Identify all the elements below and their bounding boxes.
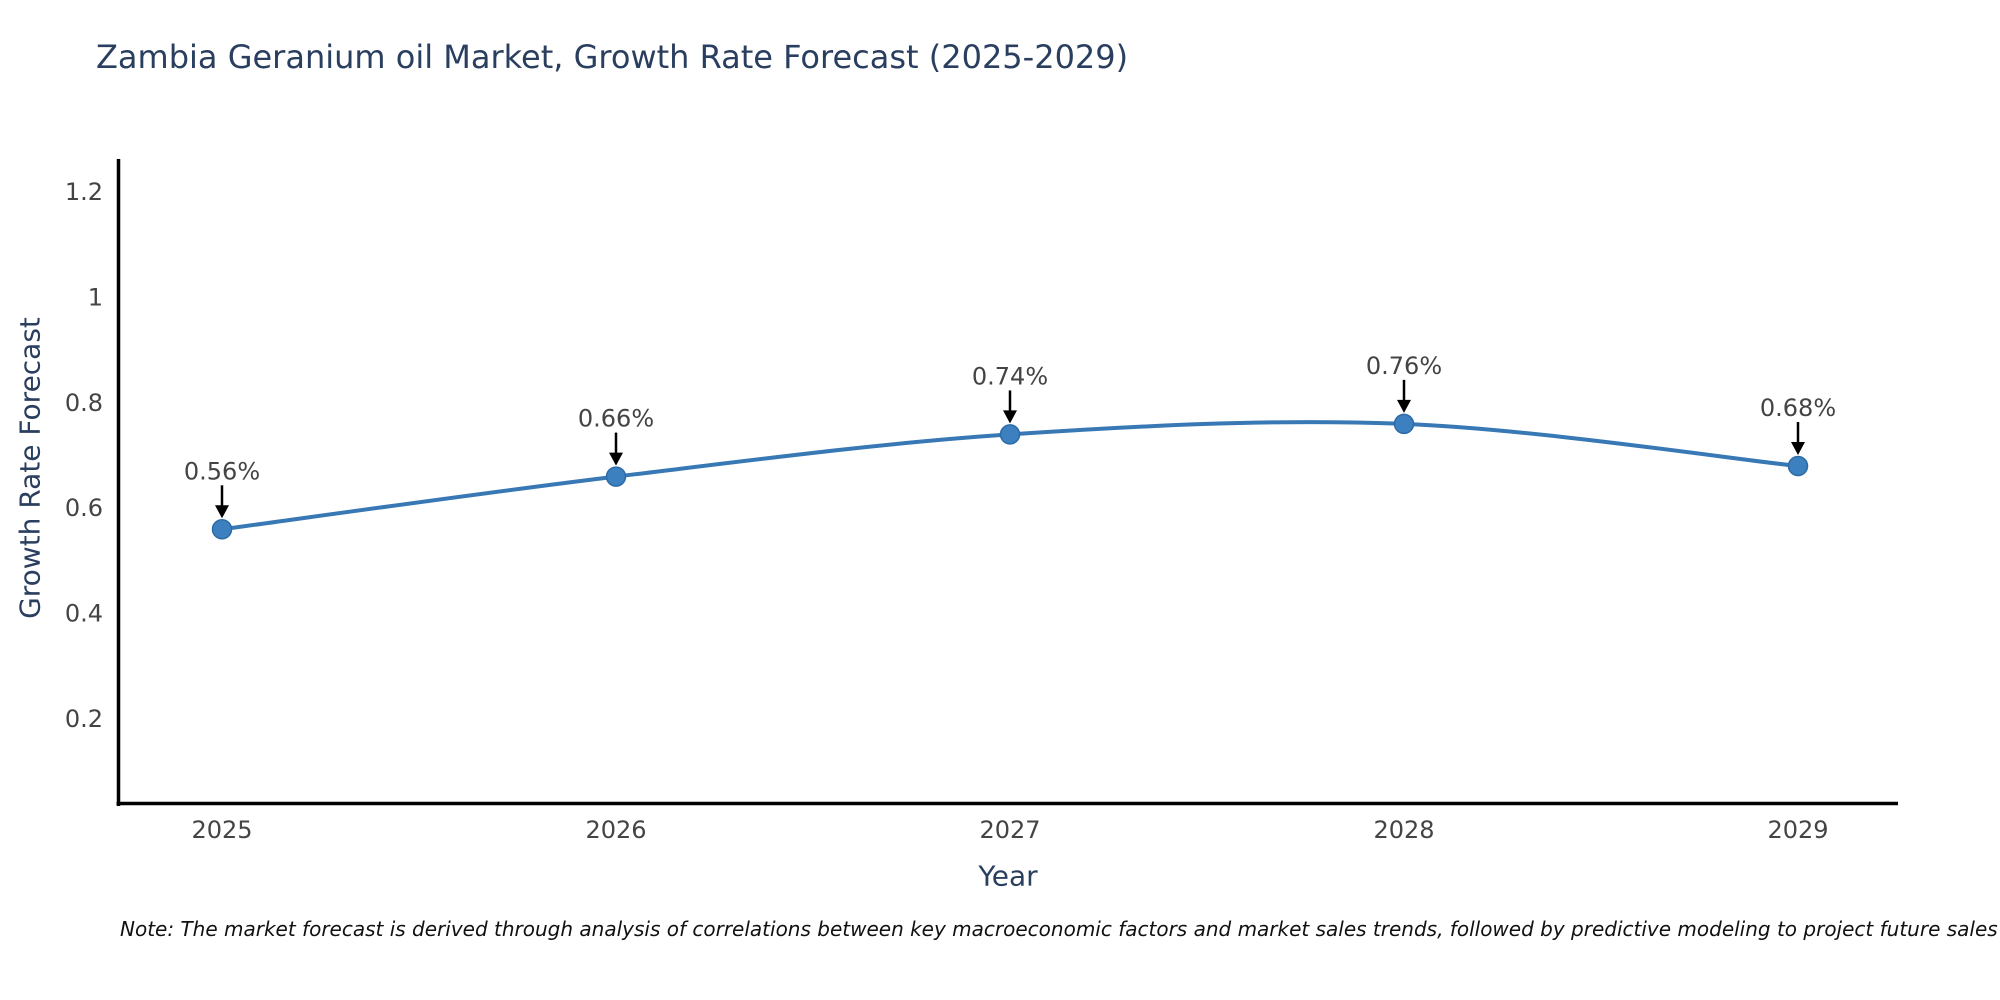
annotation-arrowhead-icon (1397, 399, 1411, 413)
point-annotation-label: 0.68% (1760, 394, 1836, 422)
data-point-marker[interactable] (211, 519, 233, 540)
y-tick-label: 1.2 (65, 178, 103, 206)
x-tick-label: 2028 (1373, 816, 1434, 844)
data-point-marker[interactable] (1787, 455, 1809, 477)
y-tick-label: 1 (88, 283, 103, 311)
x-axis-title: Year (978, 859, 1038, 893)
y-tick-label: 0.6 (65, 494, 103, 522)
x-tick-label: 2027 (979, 816, 1040, 844)
point-annotation-label: 0.56% (184, 457, 260, 485)
y-tick-label: 0.4 (65, 600, 103, 628)
y-axis-title: Growth Rate Forecast (13, 317, 47, 619)
data-point-marker[interactable] (999, 424, 1021, 445)
point-annotation-label: 0.74% (972, 362, 1048, 390)
chart-title: Zambia Geranium oil Market, Growth Rate … (96, 38, 1129, 76)
annotation-arrowhead-icon (609, 452, 623, 466)
x-tick-label: 2029 (1767, 816, 1828, 844)
point-annotation-label: 0.76% (1366, 352, 1442, 380)
x-tick-label: 2025 (191, 816, 252, 844)
data-point-marker[interactable] (1393, 413, 1415, 435)
annotation-arrowhead-icon (1791, 442, 1805, 456)
x-tick-label: 2026 (585, 816, 646, 844)
footnote: Note: The market forecast is derived thr… (120, 917, 1998, 941)
annotation-arrowhead-icon (215, 505, 229, 519)
y-tick-label: 0.8 (65, 389, 103, 417)
annotation-arrowhead-icon (1003, 410, 1017, 424)
data-point-marker[interactable] (605, 466, 627, 487)
y-tick-label: 0.2 (65, 705, 103, 733)
point-annotation-label: 0.66% (578, 405, 654, 433)
